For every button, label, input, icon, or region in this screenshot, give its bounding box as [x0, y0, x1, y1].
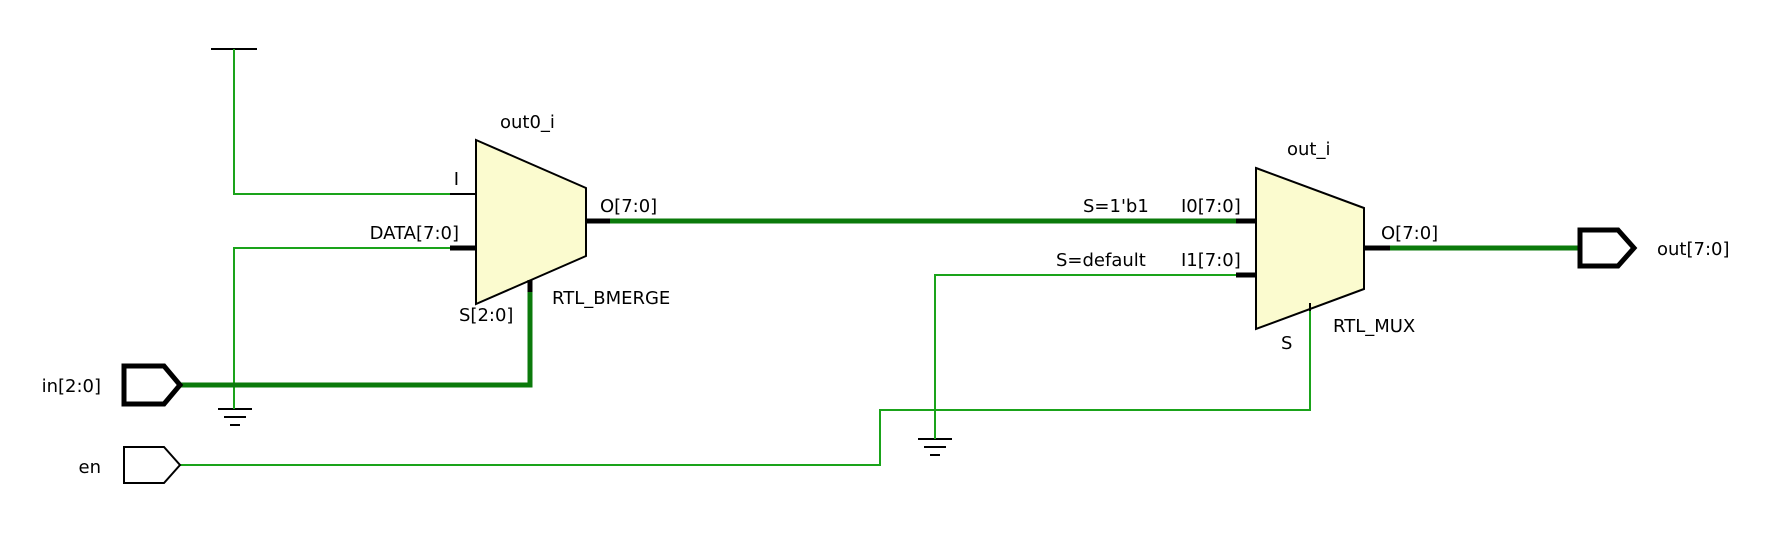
mux-instance-label: out_i: [1287, 139, 1330, 160]
net-en[interactable]: [180, 303, 1311, 466]
bmerge-pin-o-label: O[7:0]: [600, 196, 657, 217]
ground-symbol-mux: [918, 438, 952, 456]
in-port-label: in[2:0]: [42, 376, 101, 397]
out-port[interactable]: [1577, 227, 1638, 269]
ground-symbol-bmerge: [218, 408, 252, 426]
en-port[interactable]: [123, 446, 182, 484]
rtl-mux-cell[interactable]: [1236, 166, 1390, 331]
en-port-label: en: [79, 457, 101, 478]
mux-sel-i0-label: S=1'b1: [1083, 196, 1149, 217]
mux-pin-o-label: O[7:0]: [1381, 223, 1438, 244]
bmerge-instance-label: out0_i: [500, 112, 555, 133]
net-in-bus[interactable]: [180, 280, 533, 388]
mux-pin-i1-label: I1[7:0]: [1181, 250, 1241, 271]
out-port-label: out[7:0]: [1657, 239, 1730, 260]
mux-pin-s-label: S: [1281, 333, 1292, 354]
in-port[interactable]: [121, 363, 184, 407]
bmerge-type-label: RTL_BMERGE: [552, 288, 670, 309]
bmerge-pin-data-label: DATA[7:0]: [370, 223, 459, 244]
net-gnd-to-i1[interactable]: [934, 274, 1236, 439]
bmerge-pin-i-label: I: [454, 169, 459, 190]
mux-pin-i0-label: I0[7:0]: [1181, 196, 1241, 217]
bmerge-body[interactable]: [475, 138, 587, 306]
mux-type-label: RTL_MUX: [1333, 316, 1415, 337]
bmerge-pin-s-label: S[2:0]: [459, 305, 513, 326]
rtl-bmerge-cell[interactable]: [450, 138, 610, 306]
net-vcc-to-i[interactable]: [233, 49, 450, 195]
mux-sel-i1-label: S=default: [1056, 250, 1146, 271]
net-gnd-to-data[interactable]: [233, 247, 450, 409]
